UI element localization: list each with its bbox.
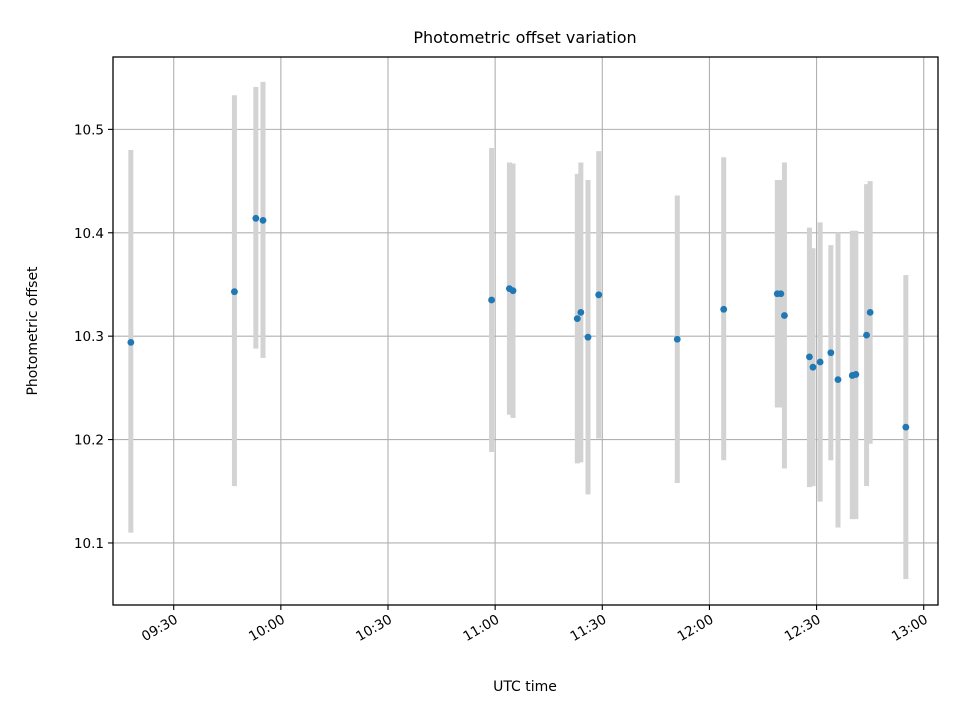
data-point — [509, 287, 517, 295]
data-point — [573, 315, 581, 322]
data-point — [584, 333, 592, 341]
y-axis-label: Photometric offset — [25, 266, 41, 396]
data-point — [720, 305, 728, 313]
data-point — [863, 331, 870, 339]
data-point — [577, 308, 585, 316]
chart-title: Photometric offset variation — [413, 28, 636, 47]
data-point — [595, 291, 603, 299]
data-point — [781, 312, 788, 319]
data-points — [127, 214, 910, 431]
data-point — [852, 371, 860, 378]
data-point — [777, 290, 785, 298]
y-tick-label: 10.1 — [74, 536, 104, 552]
data-point — [816, 358, 824, 366]
data-point — [806, 353, 813, 361]
data-point — [259, 216, 267, 224]
data-point — [673, 335, 681, 343]
axes-frame — [112, 56, 939, 606]
y-tick-label: 10.4 — [74, 226, 104, 242]
x-axis-label: UTC time — [493, 679, 557, 695]
data-point — [231, 288, 238, 296]
data-point — [252, 214, 260, 222]
data-point — [902, 423, 910, 431]
data-point — [127, 338, 135, 346]
y-axis-ticks: 10.1 10.2 10.3 10.4 10.5 — [74, 122, 113, 552]
data-point — [834, 376, 842, 383]
y-tick-label: 10.5 — [74, 122, 104, 138]
grid — [113, 57, 938, 605]
data-point — [488, 296, 495, 304]
data-point — [827, 349, 835, 357]
y-tick-label: 10.3 — [74, 329, 104, 345]
y-tick-label: 10.2 — [74, 433, 104, 449]
data-point — [809, 363, 817, 371]
data-point — [866, 308, 874, 316]
